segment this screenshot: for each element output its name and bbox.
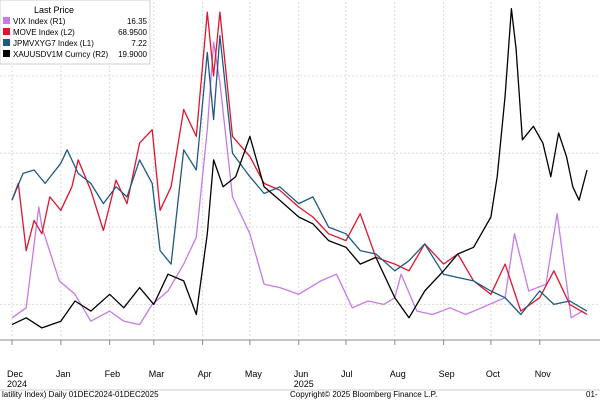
legend-swatch: [3, 28, 10, 35]
legend-last-price: 19.9000: [118, 50, 147, 59]
series-line-jpmvxyg7: [11, 34, 588, 316]
x-axis-ticks: Dec Jan Feb Mar Apr May Jun Jul Aug Sep Oct Nov 2024…: [7, 340, 551, 389]
legend-header: Last Price: [34, 5, 74, 15]
x-tick-label: Jan: [56, 369, 71, 379]
x-tick-label: Mar: [149, 369, 165, 379]
x-tick-label: Nov: [535, 369, 552, 379]
legend-swatch: [3, 50, 10, 57]
x-year-label: 2025: [294, 379, 314, 389]
legend-swatch: [3, 39, 10, 46]
x-tick-label: Jul: [341, 369, 353, 379]
x-tick-label: Apr: [198, 369, 212, 379]
legend-series-name: XAUUSDV1M Curncy (R2): [13, 50, 108, 59]
x-tick-label: Oct: [486, 369, 501, 379]
x-tick-label: Jun: [294, 369, 309, 379]
legend-rows: VIX Index (R1) 16.35 MOVE Index (L2) 68.950…: [3, 17, 148, 59]
x-tick-label: Aug: [390, 369, 406, 379]
footer-center: Copyright© 2025 Bloomberg Finance L.P.: [290, 390, 437, 399]
legend-series-name: VIX Index (R1): [13, 17, 66, 26]
x-tick-label: May: [245, 369, 263, 379]
legend: Last Price VIX Index (R1) 16.35 MOVE Index…: [0, 0, 151, 65]
series-line-move: [11, 11, 588, 316]
legend-series-name: MOVE Index (L2): [13, 28, 75, 37]
legend-last-price: 68.9500: [118, 28, 147, 37]
x-tick-label: Dec: [7, 369, 24, 379]
x-year-label: 2024: [7, 379, 27, 389]
footer-right: 01-: [586, 390, 598, 399]
legend-box: [0, 0, 151, 65]
x-tick-label: Feb: [105, 369, 121, 379]
legend-series-name: JPMVXYG7 Index (L1): [13, 39, 94, 48]
x-tick-label: Sep: [439, 369, 455, 379]
series-line-xauusdv1m: [11, 8, 588, 329]
series-lines: [11, 8, 588, 329]
legend-last-price: 16.35: [127, 17, 148, 26]
legend-swatch: [3, 17, 10, 24]
legend-last-price: 7.22: [131, 39, 147, 48]
footer-left: latility Index) Daily 01DEC2024-01DEC202…: [2, 390, 159, 399]
